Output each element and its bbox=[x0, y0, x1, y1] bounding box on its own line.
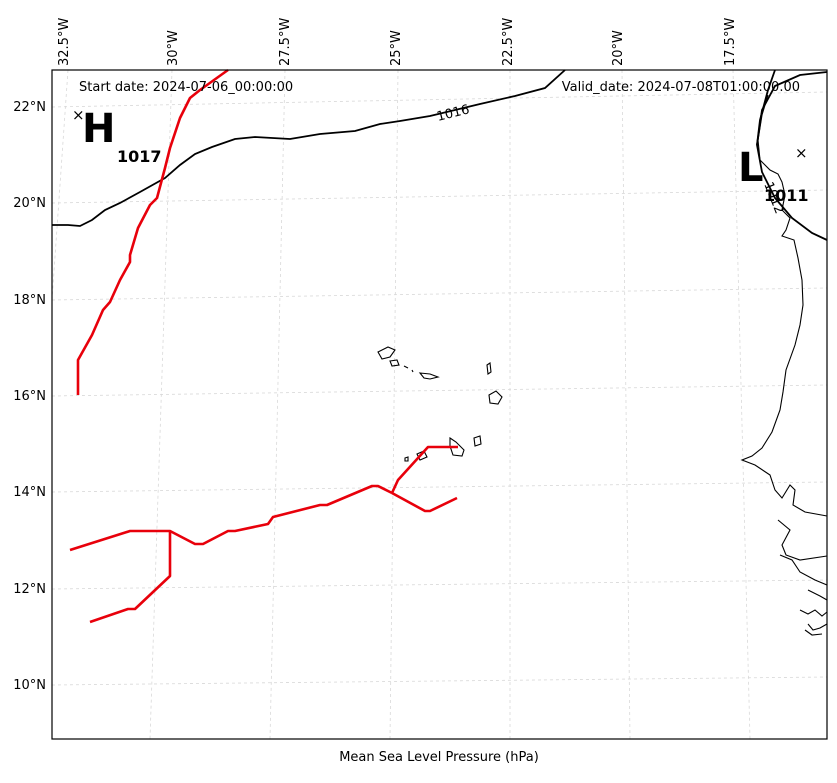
longitude-ticks: 32.5°W 30°W 27.5°W 25°W 22.5°W 20°W 17.5… bbox=[57, 18, 738, 66]
high-pressure-letter: H bbox=[82, 106, 115, 152]
lat-tick-label: 22°N bbox=[13, 100, 46, 115]
front-northwest bbox=[76, 68, 229, 395]
lat-tick-label: 14°N bbox=[13, 485, 46, 500]
lon-tick-label: 20°W bbox=[611, 30, 626, 66]
lat-tick-label: 10°N bbox=[13, 678, 46, 693]
lat-tick-label: 12°N bbox=[13, 582, 46, 597]
isobar-1012 bbox=[756, 69, 828, 241]
lon-tick-label: 22.5°W bbox=[501, 18, 516, 66]
map-xlabel: Mean Sea Level Pressure (hPa) bbox=[339, 750, 539, 765]
valid-date-label: Valid_date: 2024-07-08T01:00:00.00 bbox=[562, 80, 800, 95]
front-south bbox=[69, 529, 172, 624]
isobar-label-1016: 1016 bbox=[435, 102, 471, 125]
front-south-c bbox=[390, 445, 458, 494]
front-south-b bbox=[169, 484, 393, 546]
front-south-d bbox=[391, 491, 458, 513]
lat-tick-label: 18°N bbox=[13, 293, 46, 308]
low-pressure-value: 1011 bbox=[764, 186, 809, 205]
low-pressure-marker: × bbox=[795, 144, 808, 162]
island-maio bbox=[473, 435, 482, 447]
start-date-label: Start date: 2024-07-06_00:00:00 bbox=[79, 80, 293, 95]
lat-tick-label: 20°N bbox=[13, 196, 46, 211]
pressure-systems: × H 1017 × L 1011 bbox=[72, 106, 809, 205]
island-boa-vista bbox=[488, 390, 503, 405]
low-pressure-letter: L bbox=[738, 145, 764, 191]
lat-tick-label: 16°N bbox=[13, 389, 46, 404]
isobar-1016 bbox=[52, 69, 566, 227]
island-santo-antao bbox=[377, 346, 396, 360]
island-sal bbox=[486, 362, 492, 375]
island-sao-vicente bbox=[389, 359, 400, 367]
island-sao-nicolau bbox=[418, 372, 440, 380]
latitude-ticks: 22°N 20°N 18°N 16°N 14°N 12°N 10°N bbox=[13, 100, 46, 693]
lon-tick-label: 30°W bbox=[166, 30, 181, 66]
high-pressure-marker: × bbox=[72, 106, 85, 124]
lon-tick-label: 27.5°W bbox=[278, 18, 293, 66]
coast-west-africa bbox=[740, 94, 828, 517]
isobar-1012-arc bbox=[756, 71, 828, 146]
lon-tick-label: 32.5°W bbox=[57, 18, 72, 66]
high-pressure-value: 1017 bbox=[117, 147, 162, 166]
fronts bbox=[69, 68, 458, 624]
lon-tick-label: 17.5°W bbox=[723, 18, 738, 66]
graticule bbox=[51, 69, 828, 740]
map-frame bbox=[51, 69, 828, 740]
island-brava bbox=[404, 456, 409, 462]
lon-tick-label: 25°W bbox=[389, 30, 404, 66]
